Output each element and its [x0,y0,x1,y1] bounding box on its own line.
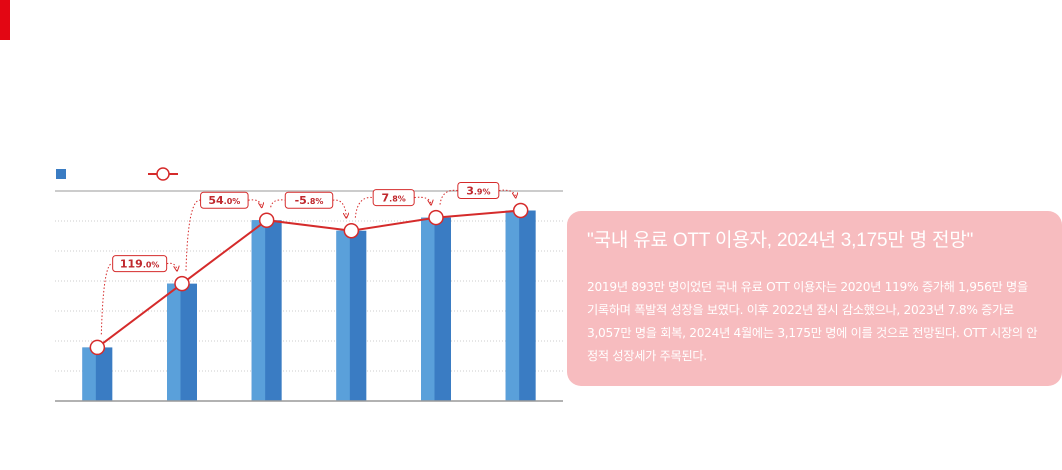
accent-bar [0,0,10,40]
bar [336,230,367,401]
line-with-circle-marker-icon [148,167,178,181]
growth-label: 7.8% [382,192,406,205]
growth-label: 54.0% [208,194,240,207]
data-point [428,209,444,226]
growth-arrow [332,199,347,218]
growth-label: -5.8% [295,194,324,207]
growth-label-box [284,191,334,209]
growth-arc [270,199,286,208]
growth-arc [100,263,113,335]
bar [421,217,451,401]
square-swatch-icon [56,169,66,179]
card-title: "국내 유료 OTT 이용자, 2024년 3,175만 명 전망" [587,230,974,251]
growth-arrow [414,196,431,204]
growth-label-box [112,255,168,273]
bar [167,283,197,401]
bar [251,220,282,401]
data-point [258,212,275,228]
bars [82,210,536,401]
growth-label-box [457,182,500,199]
growth-arrow [248,199,262,207]
data-point [343,222,360,239]
series-markers [89,202,529,356]
gridlines [55,190,563,372]
growth-arrow [166,262,177,270]
card-body: 2019년 893만 명이었던 국내 유료 OTT 이용자는 2020년 119… [587,280,1038,363]
data-point [89,339,106,356]
growth-arc [439,189,458,205]
growth-label-box [372,189,415,207]
bar [82,347,113,401]
data-point [512,202,529,219]
series-line [96,209,521,349]
growth-label-box [200,191,249,209]
data-point [174,275,190,292]
bar [505,210,536,401]
growth-arc [354,196,374,218]
growth-label: 119.0% [120,258,160,271]
info-card: "국내 유료 OTT 이용자, 2024년 3,175만 명 전망" 2019년… [567,211,1062,386]
growth-arc [185,199,201,271]
growth-label: 3.9% [466,185,490,198]
growth-labels: 119.0% 54.0% -5.8% 7.8% 3.9% [100,182,515,335]
